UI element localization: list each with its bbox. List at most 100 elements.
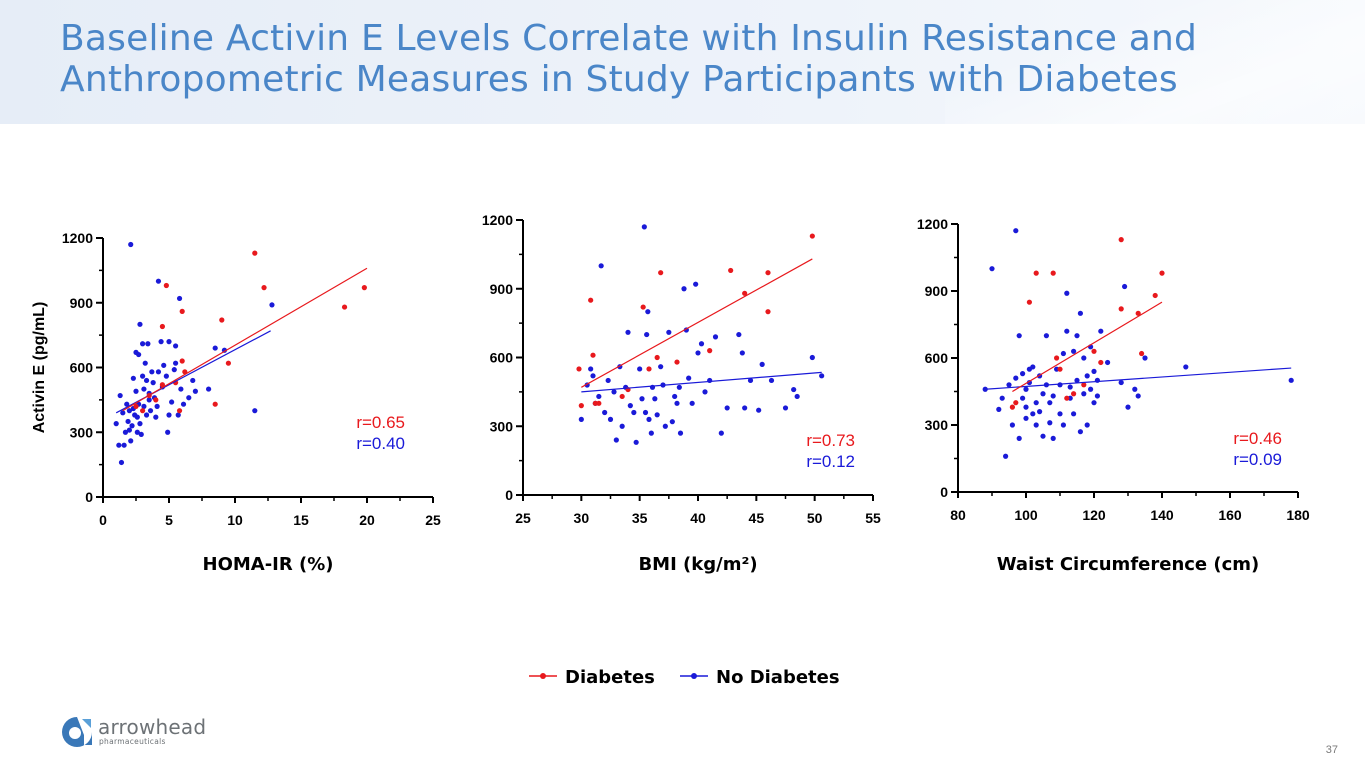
data-point xyxy=(1030,364,1036,370)
y-tick-label: 600 xyxy=(490,350,514,366)
diabetes-series xyxy=(133,250,367,414)
data-point xyxy=(1091,368,1097,374)
data-point xyxy=(1094,393,1100,399)
x-tick-label: 25 xyxy=(515,510,531,526)
data-point xyxy=(186,395,192,401)
data-point xyxy=(134,429,140,435)
data-point xyxy=(631,409,637,416)
data-point xyxy=(646,366,652,372)
data-point xyxy=(1050,270,1056,276)
x-tick-label: 55 xyxy=(865,510,881,526)
data-point xyxy=(1013,375,1019,381)
data-point xyxy=(1132,386,1138,392)
data-point xyxy=(1077,310,1083,316)
x-tick-label: 140 xyxy=(1150,507,1174,523)
data-point xyxy=(605,377,611,384)
y-tick-label: 0 xyxy=(940,484,948,500)
y-tick-label: 900 xyxy=(925,283,949,299)
data-point xyxy=(698,341,705,347)
data-point xyxy=(145,341,151,347)
data-point xyxy=(147,408,154,414)
data-point xyxy=(361,285,367,291)
data-point xyxy=(686,375,692,381)
data-point xyxy=(1135,310,1141,316)
diabetes-fit-line xyxy=(581,258,813,388)
data-point xyxy=(739,350,745,356)
legend-dot-marker xyxy=(540,673,546,679)
data-point xyxy=(1071,348,1077,354)
y-tick-label: 600 xyxy=(925,350,949,366)
data-point xyxy=(1003,453,1009,459)
data-point xyxy=(602,409,608,416)
data-point xyxy=(1064,290,1070,296)
data-point xyxy=(689,400,695,406)
data-point xyxy=(674,359,680,365)
data-point xyxy=(118,459,125,466)
chart-legend: Diabetes No Diabetes xyxy=(529,667,840,688)
data-point xyxy=(143,412,150,418)
data-point xyxy=(1016,435,1022,441)
data-point xyxy=(707,377,713,384)
data-point xyxy=(590,373,596,379)
arrowhead-mark-icon xyxy=(62,717,92,747)
data-point xyxy=(613,437,619,443)
diabetes-r-value: r=0.73 xyxy=(806,431,855,450)
legend-label: No Diabetes xyxy=(716,667,840,688)
data-point xyxy=(1098,359,1104,366)
y-tick-label: 1200 xyxy=(62,230,93,246)
data-point xyxy=(129,423,135,429)
data-point xyxy=(269,302,275,308)
data-point xyxy=(120,410,126,416)
data-point xyxy=(1013,400,1019,406)
data-point xyxy=(341,304,348,310)
data-point xyxy=(179,358,185,364)
data-point xyxy=(598,263,604,269)
x-tick-label: 15 xyxy=(293,512,309,528)
data-point xyxy=(143,377,150,384)
data-point xyxy=(163,282,169,289)
data-point xyxy=(1088,386,1094,392)
data-point xyxy=(159,382,165,388)
data-point xyxy=(625,329,631,335)
data-point xyxy=(819,373,825,379)
data-point xyxy=(155,369,162,375)
data-point xyxy=(153,414,159,420)
legend-no-diabetes: No Diabetes xyxy=(680,667,840,688)
data-point xyxy=(140,408,146,414)
data-point xyxy=(1091,400,1097,406)
data-point xyxy=(693,281,699,287)
arrowhead-logo: arrowhead pharmaceuticals xyxy=(60,715,210,749)
no-diabetes-r-value: r=0.09 xyxy=(1233,450,1282,469)
data-point xyxy=(1033,422,1039,428)
data-point xyxy=(126,427,132,433)
slide-title-line-2: Anthropometric Measures in Study Partici… xyxy=(60,59,1178,100)
legend-label: Diabetes xyxy=(565,667,655,688)
data-point xyxy=(166,339,172,345)
x-tick-label: 120 xyxy=(1082,507,1106,523)
data-point xyxy=(1033,400,1039,406)
data-point xyxy=(137,321,143,327)
y-tick-label: 300 xyxy=(70,424,94,440)
data-point xyxy=(646,416,652,422)
data-point xyxy=(161,362,167,368)
data-point xyxy=(146,397,152,403)
data-point xyxy=(588,366,594,372)
x-tick-label: 80 xyxy=(950,507,966,523)
x-tick-label: 25 xyxy=(425,512,441,528)
data-point xyxy=(1060,350,1066,357)
x-tick-label: 50 xyxy=(807,510,823,526)
data-point xyxy=(128,241,134,248)
data-point xyxy=(155,278,162,284)
x-tick-label: 35 xyxy=(632,510,648,526)
x-axis-label: Waist Circumference (cm) xyxy=(997,554,1260,575)
x-tick-label: 40 xyxy=(690,510,706,526)
data-point xyxy=(150,380,156,386)
data-point xyxy=(206,386,212,392)
x-tick-label: 30 xyxy=(574,510,590,526)
data-point xyxy=(695,350,701,356)
diabetes-series xyxy=(576,233,815,409)
no-diabetes-fit-line xyxy=(581,371,822,393)
data-point xyxy=(1023,415,1029,421)
legend-dot-marker xyxy=(691,673,697,679)
